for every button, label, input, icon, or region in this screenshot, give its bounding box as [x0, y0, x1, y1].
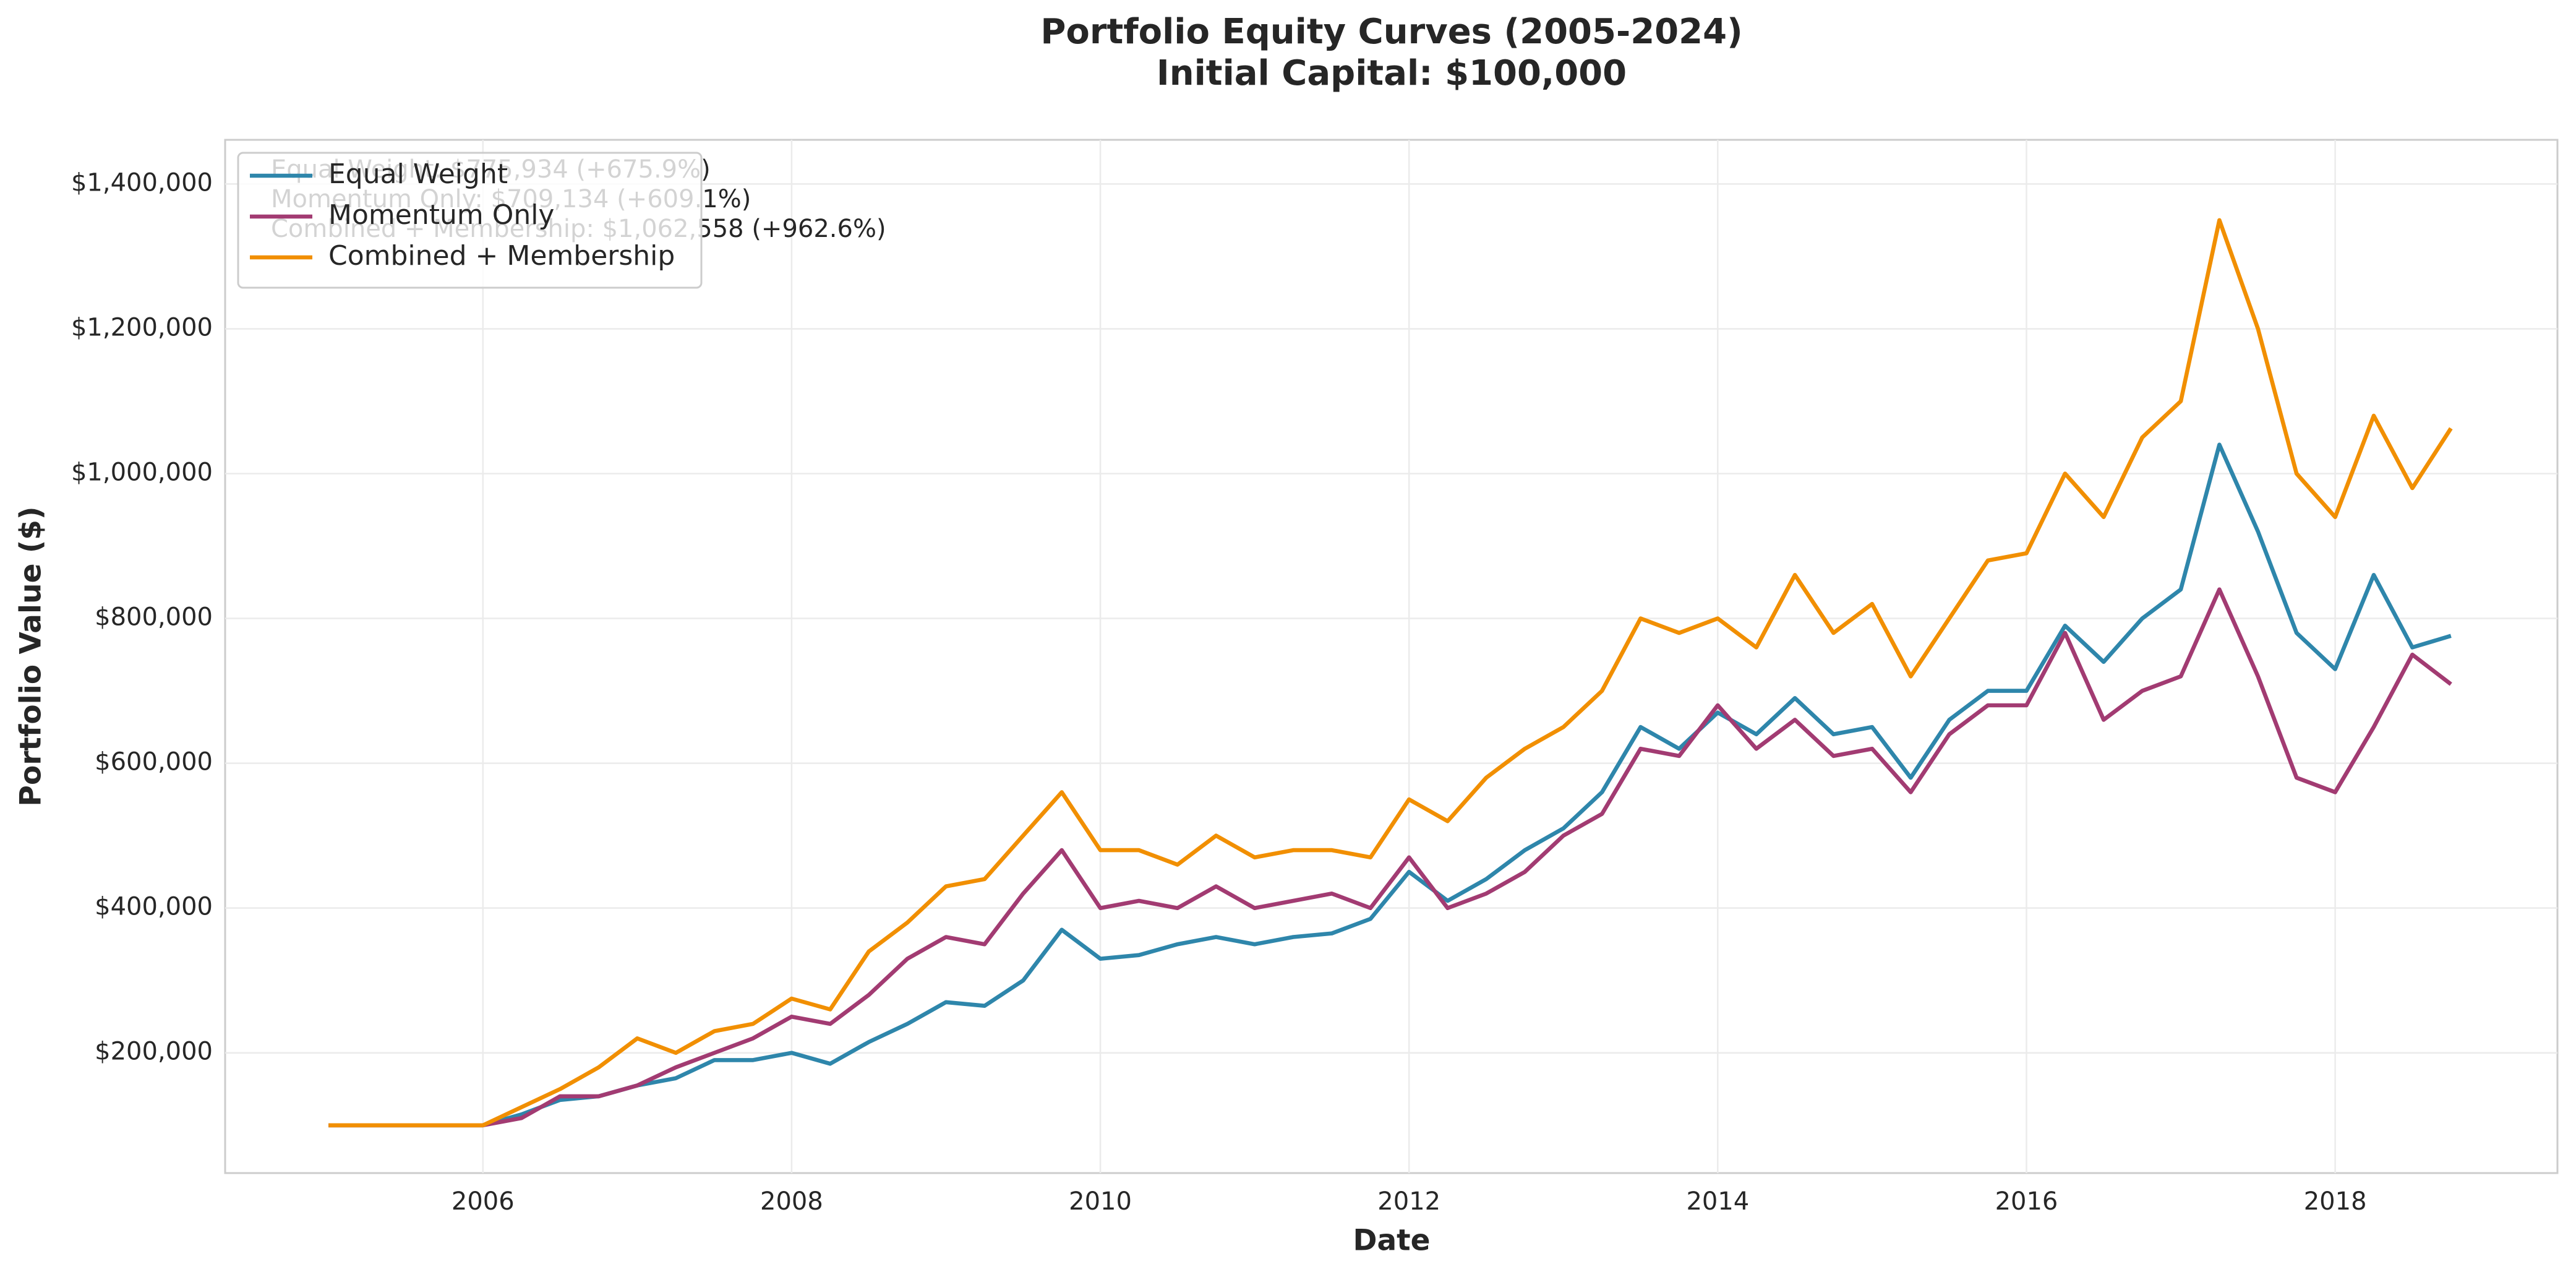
x-tick-label: 2018: [2304, 1187, 2367, 1216]
x-tick-label: 2012: [1377, 1187, 1440, 1216]
lines: [328, 218, 2453, 1128]
x-tick-label: 2014: [1686, 1187, 1749, 1216]
y-tick-label: $400,000: [95, 893, 213, 921]
x-tick-label: 2016: [1995, 1187, 2058, 1216]
y-tick-label: $1,000,000: [71, 458, 213, 487]
legend-label: Momentum Only: [328, 199, 554, 231]
overlay: Equal Weight: $775,934 (+675.9%)Momentum…: [237, 152, 886, 289]
y-tick-label: $800,000: [95, 603, 213, 632]
legend-box: [237, 152, 703, 289]
x-tick-label: 2010: [1069, 1187, 1132, 1216]
series-line: [328, 587, 2452, 1128]
chart-subtitle: Initial Capital: $100,000: [1157, 53, 1627, 93]
legend-label: Combined + Membership: [328, 240, 675, 272]
y-tick-label: $600,000: [95, 748, 213, 776]
x-tick-label: 2006: [451, 1187, 515, 1216]
legend-label: Equal Weight: [328, 158, 508, 190]
y-tick-label: $200,000: [95, 1038, 213, 1066]
x-axis-label: Date: [1353, 1224, 1430, 1258]
series-line: [328, 218, 2453, 1128]
y-tick-label: $1,200,000: [71, 313, 213, 342]
grid: [225, 140, 2557, 1173]
series-line: [328, 442, 2452, 1128]
y-tick-label: $1,400,000: [71, 168, 213, 197]
plot-frame: [224, 139, 2559, 1174]
chart-title: Portfolio Equity Curves (2005-2024): [1040, 12, 1742, 52]
y-axis-label: Portfolio Value ($): [14, 507, 48, 807]
x-tick-label: 2008: [760, 1187, 823, 1216]
